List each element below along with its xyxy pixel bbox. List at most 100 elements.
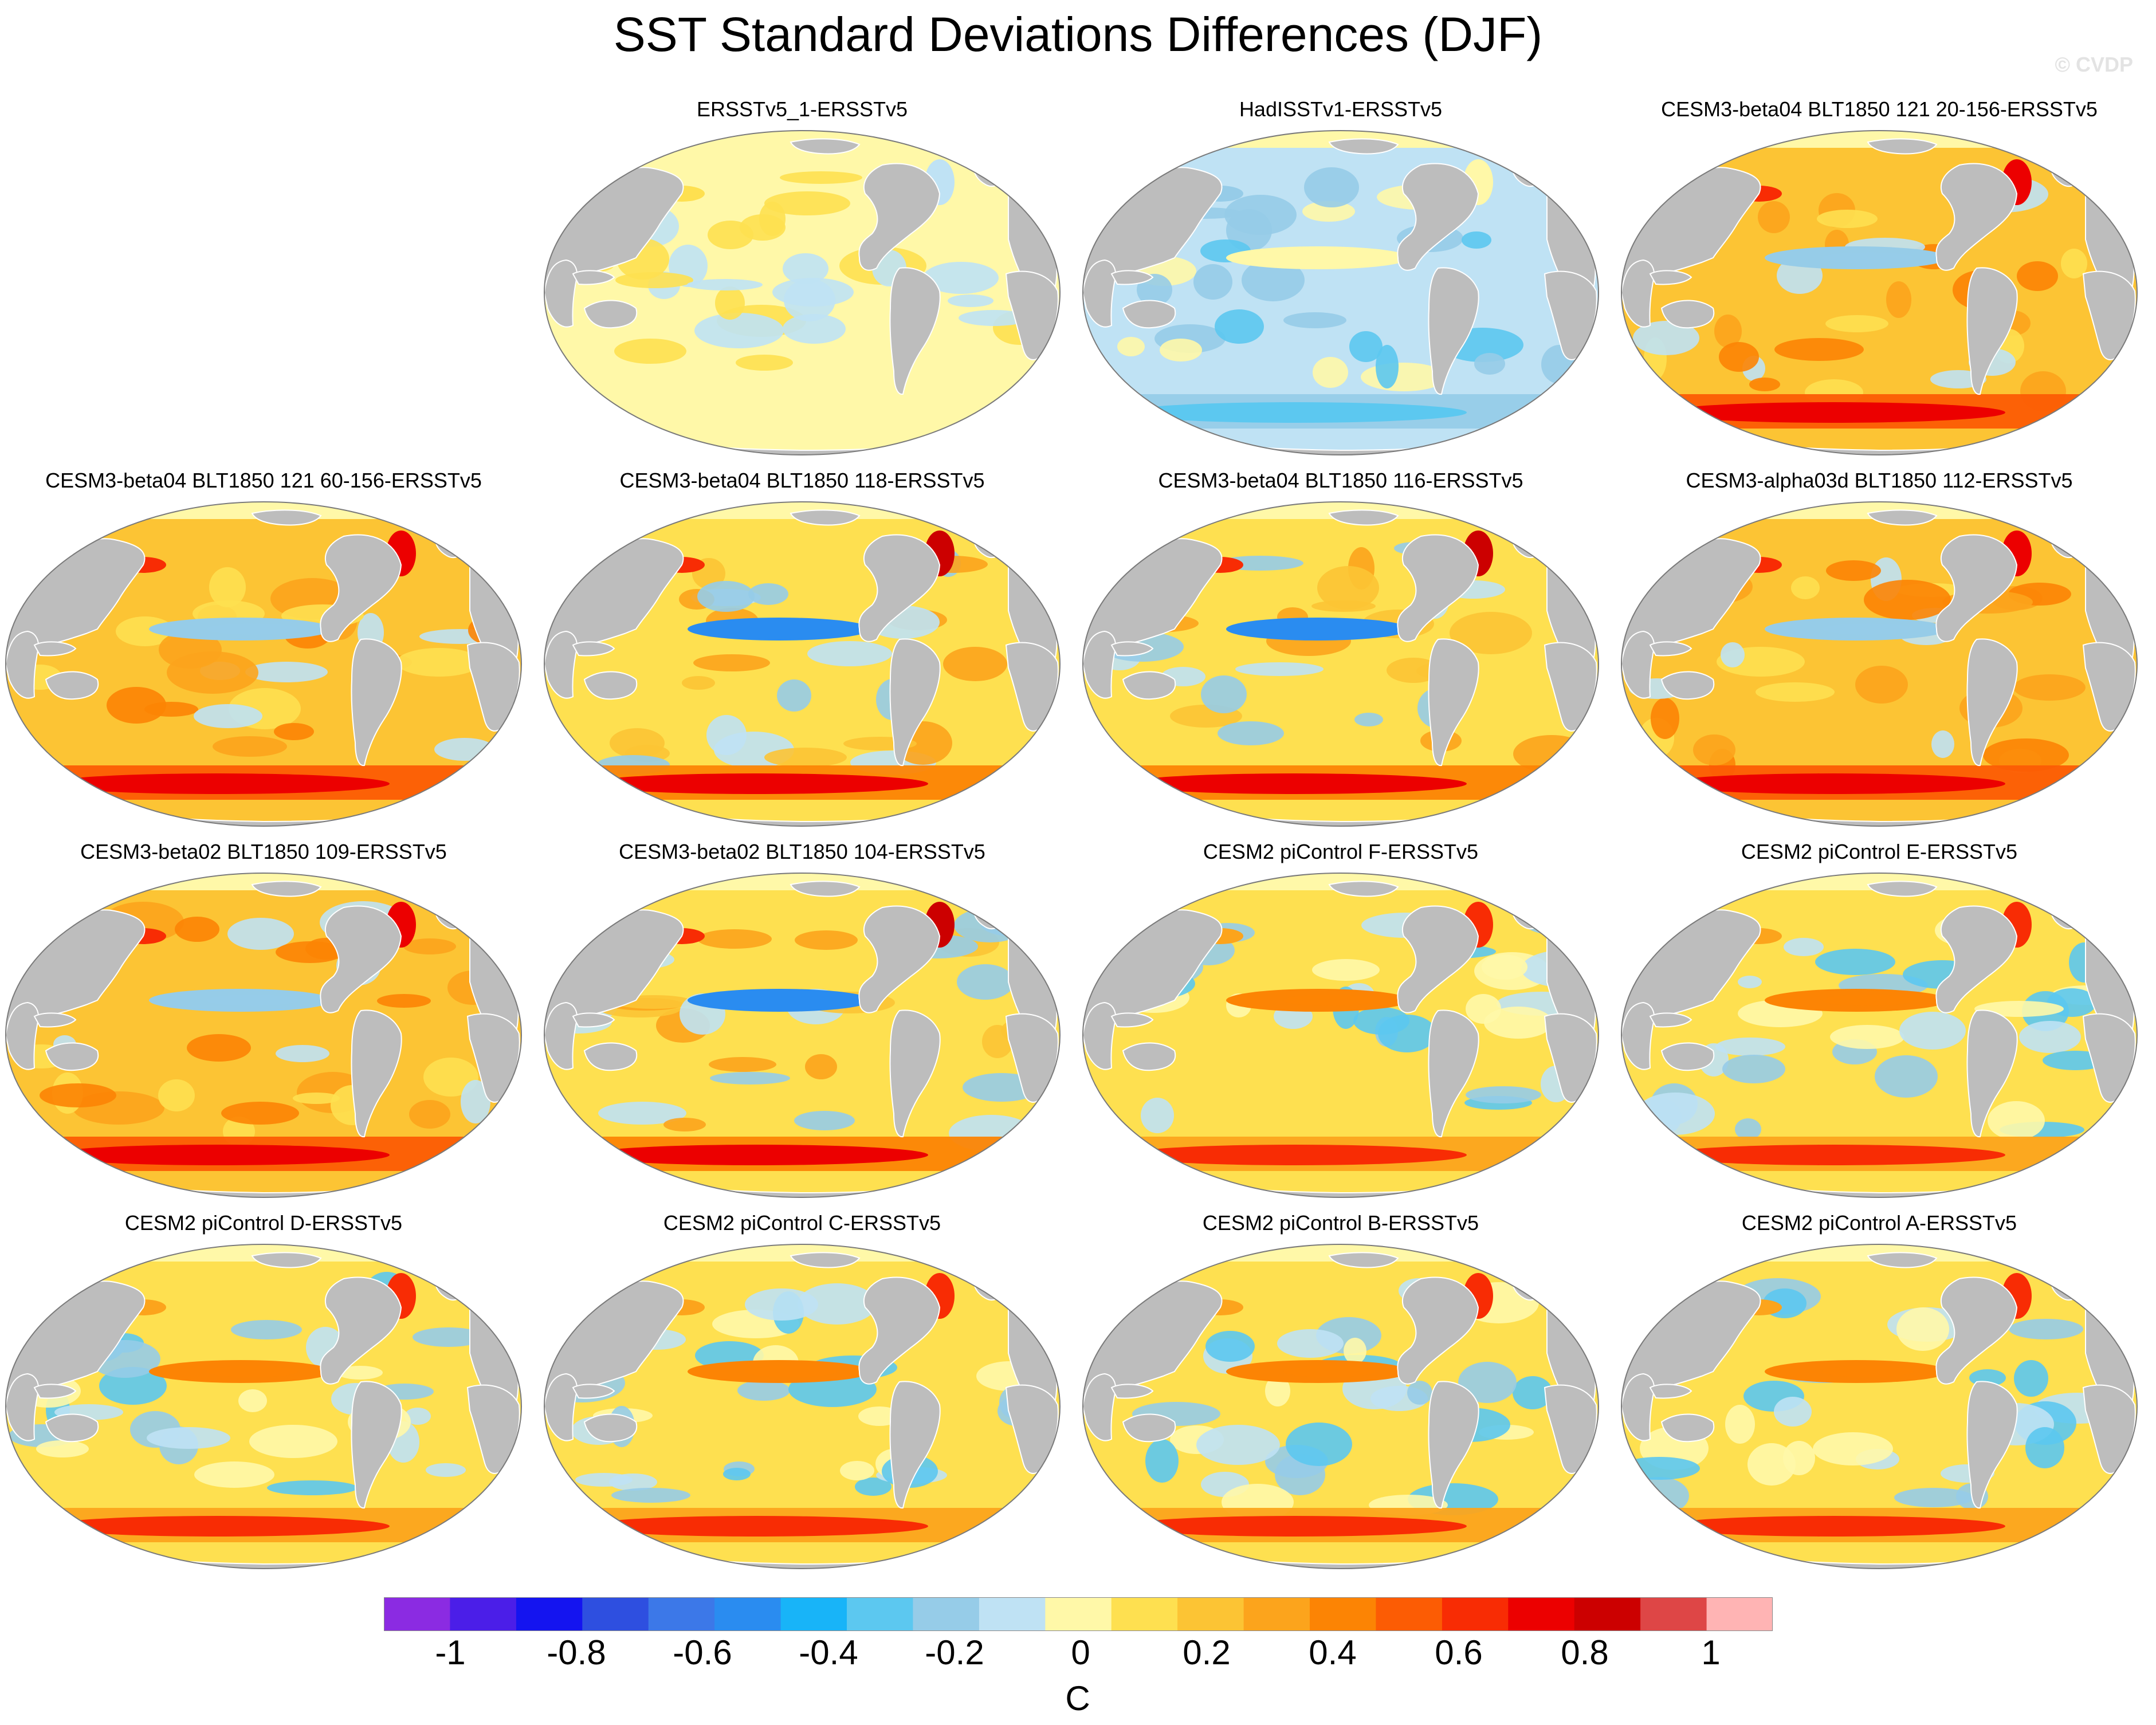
equatorial-core: [206, 1366, 298, 1377]
world-map: [1621, 501, 2138, 827]
ocean-field: [1621, 873, 2137, 1197]
map-border: [5, 501, 522, 827]
anomaly-blob: [943, 647, 1007, 681]
anomaly-blob: [1813, 1432, 1893, 1465]
land-mass: [572, 1384, 615, 1399]
land-mass: [889, 267, 941, 395]
southern-ocean-core: [1662, 1145, 2005, 1165]
world-map: [544, 873, 1061, 1198]
anomaly-blob: [1349, 331, 1383, 362]
anomaly-blob: [598, 1102, 686, 1125]
anomaly-blob: [1484, 1007, 1553, 1039]
anomaly-blob: [426, 1463, 466, 1477]
land-mass: [351, 1009, 402, 1138]
southern-ocean-core: [584, 773, 928, 794]
map-panel-p9: CESM3-beta02 BLT1850 104-ERSSTv5: [539, 840, 1066, 1202]
land-mass: [583, 1042, 638, 1071]
anomaly-blob: [1458, 1362, 1517, 1403]
anomaly-blob: [723, 1468, 751, 1480]
anomaly-blob: [1242, 259, 1305, 301]
colorbar-swatch: [516, 1597, 583, 1630]
anomaly-blob: [783, 314, 846, 344]
panel-title: CESM3-beta04 BLT1850 121 60-156-ERSSTv5: [45, 469, 482, 492]
land-mass: [1328, 1252, 1399, 1268]
anomaly-blob: [1376, 345, 1399, 388]
land-mass: [790, 1252, 861, 1268]
land-mass: [1649, 1384, 1692, 1399]
land-mass: [351, 1381, 402, 1509]
map-panel-p4: CESM3-beta04 BLT1850 121 60-156-ERSSTv5: [0, 469, 527, 831]
anomaly-blob: [461, 1080, 490, 1123]
land-mass: [1428, 638, 1479, 767]
anomaly-blob: [736, 355, 793, 371]
map-border: [1082, 873, 1599, 1198]
colorbar-swatch: [714, 1597, 781, 1630]
anomaly-blob: [1886, 281, 1911, 318]
anomaly-blob: [740, 214, 786, 241]
southern-ocean-core: [584, 402, 928, 423]
anomaly-blob: [2019, 1021, 2081, 1053]
ocean-field: [1621, 1244, 2137, 1569]
map-panel-p2: HadISSTv1-ERSSTv5: [1077, 97, 1604, 459]
anomaly-blob: [1354, 713, 1383, 726]
anomaly-blob: [1283, 312, 1346, 328]
anomaly-blob: [167, 651, 258, 694]
land-mass: [1397, 905, 1479, 1013]
anomaly-blob: [1749, 378, 1780, 391]
anomaly-blob: [794, 1111, 855, 1130]
southern-ocean-core: [1123, 773, 1467, 794]
land-mass: [572, 270, 615, 285]
anomaly-blob: [1313, 357, 1348, 388]
anomaly-blob: [2014, 1360, 2048, 1397]
anomaly-blob: [663, 1118, 706, 1131]
southern-ocean-core: [46, 773, 390, 794]
anomaly-blob: [1899, 1012, 1966, 1050]
anomaly-blob: [1145, 1439, 1179, 1483]
anomaly-blob: [1286, 1423, 1352, 1466]
southern-ocean-core: [46, 1516, 390, 1537]
colorbar-tick-label: 0.6: [1435, 1633, 1483, 1672]
anomaly-blob: [413, 1327, 485, 1347]
anomaly-blob: [1522, 905, 1599, 936]
equatorial-core: [1822, 623, 1914, 635]
colorbar-swatch: [384, 1597, 450, 1630]
equatorial-core: [1822, 1366, 1914, 1377]
anomaly-blob: [780, 171, 862, 184]
ocean-field: [1621, 131, 2137, 455]
anomaly-blob: [1725, 1405, 1755, 1444]
anomaly-blob: [697, 929, 772, 949]
anomaly-blob: [396, 648, 481, 677]
land-mass: [1966, 638, 2018, 767]
land-mass: [1122, 1413, 1176, 1443]
land-mass: [889, 638, 941, 767]
land-mass: [33, 1384, 77, 1399]
ocean-field: [1083, 1244, 1599, 1569]
southern-ocean-core: [1662, 1516, 2005, 1537]
anomaly-blob: [764, 191, 850, 215]
colorbar-tick-label: 0.4: [1309, 1633, 1357, 1672]
colorbar-swatch: [1243, 1597, 1310, 1630]
map-border: [1621, 130, 2138, 455]
anomaly-blob: [194, 1461, 274, 1488]
map-border: [1082, 501, 1599, 827]
anomaly-blob: [1353, 1007, 1409, 1035]
world-map: [1082, 873, 1599, 1198]
land-mass: [251, 881, 322, 897]
anomaly-blob: [748, 583, 788, 605]
ocean-field: [1083, 873, 1599, 1197]
colorbar-swatch: [1310, 1597, 1376, 1630]
anomaly-blob: [710, 1072, 790, 1084]
anomaly-blob: [715, 286, 745, 320]
map-border: [544, 873, 1061, 1198]
land-mass: [1328, 138, 1399, 155]
anomaly-blob: [36, 1440, 89, 1457]
panel-title: CESM2 piControl E-ERSSTv5: [1741, 840, 2018, 863]
land-mass: [251, 1252, 322, 1268]
anomaly-blob: [249, 1425, 337, 1458]
colorbar-swatch: [1574, 1597, 1641, 1630]
anomaly-blob: [40, 1083, 116, 1107]
land-mass: [1428, 1009, 1479, 1138]
land-mass: [858, 905, 941, 1013]
anomaly-blob: [409, 1100, 450, 1129]
land-mass: [1428, 267, 1479, 395]
